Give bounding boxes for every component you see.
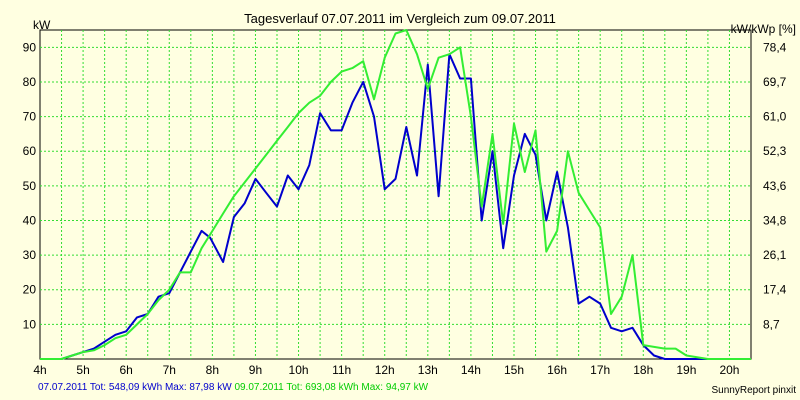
y2-tick-label: 8,7 <box>763 317 780 331</box>
y-tick-label: 50 <box>23 179 37 193</box>
x-tick-label: 13h <box>418 363 438 377</box>
y2-tick-label: 52,3 <box>763 144 787 158</box>
x-tick-label: 18h <box>633 363 653 377</box>
x-tick-label: 6h <box>120 363 133 377</box>
x-tick-label: 16h <box>547 363 567 377</box>
y2-axis-label: kW/kWp [%] <box>730 22 796 36</box>
x-tick-label: 20h <box>719 363 739 377</box>
vertical-gridlines <box>61 30 730 359</box>
y-tick-label: 10 <box>23 317 37 331</box>
y-tick-labels: 10 20 30 40 50 60 70 80 90 <box>23 40 37 331</box>
x-tick-label: 8h <box>206 363 219 377</box>
x-tick-label: 12h <box>375 363 395 377</box>
credit-text: SunnyReport pinxit <box>711 385 797 396</box>
x-tick-label: 4h <box>33 363 46 377</box>
y-tick-label: 70 <box>23 110 37 124</box>
y-tick-label: 30 <box>23 248 37 262</box>
x-tick-label: 11h <box>332 363 351 377</box>
x-tick-label: 17h <box>590 363 610 377</box>
series2-stats: Tot: 693,08 kWh Max: 94,97 kW <box>286 382 429 393</box>
plot-area <box>39 29 752 360</box>
y2-tick-labels: 8,7 17,4 26,1 34,8 43,6 52,3 61,0 69,7 78,4 <box>763 40 787 331</box>
series-lines <box>40 29 751 360</box>
y2-tick-label: 43,6 <box>763 179 787 193</box>
y2-tick-label: 26,1 <box>763 248 787 262</box>
series-line-2 <box>40 29 751 360</box>
x-tick-label: 5h <box>76 363 89 377</box>
y-tick-label: 60 <box>23 144 37 158</box>
series1-stats: Tot: 548,09 kWh Max: 87,98 kW <box>89 382 232 393</box>
chart-title: Tagesverlauf 07.07.2011 im Vergleich zum… <box>244 11 556 26</box>
y2-tick-label: 61,0 <box>763 110 787 124</box>
y-tick-label: 90 <box>23 40 37 54</box>
y-tick-label: 20 <box>23 283 37 297</box>
series1-date: 07.07.2011 <box>38 382 88 393</box>
y-tick-label: 40 <box>23 213 37 227</box>
y-axis-label: kW <box>33 18 51 32</box>
x-tick-label: 14h <box>461 363 481 377</box>
x-tick-label: 7h <box>163 363 176 377</box>
x-tick-label: 15h <box>504 363 524 377</box>
x-tick-label: 19h <box>676 363 696 377</box>
x-tick-labels: 4h 5h 6h 7h 8h 9h 10h 11h 12h 13h 14h 15h 16h 17h 18h 1… <box>33 363 739 377</box>
footer-stats: 07.07.2011 Tot: 548,09 kWh Max: 87,98 kW… <box>38 382 428 393</box>
y-tick-label: 80 <box>23 75 37 89</box>
x-tick-label: 10h <box>289 363 309 377</box>
y2-tick-label: 78,4 <box>763 40 787 54</box>
series2-date: 09.07.2011 <box>234 382 284 393</box>
x-tick-label: 9h <box>249 363 262 377</box>
y2-tick-label: 17,4 <box>763 283 787 297</box>
y2-tick-label: 69,7 <box>763 75 787 89</box>
y2-tick-label: 34,8 <box>763 213 787 227</box>
